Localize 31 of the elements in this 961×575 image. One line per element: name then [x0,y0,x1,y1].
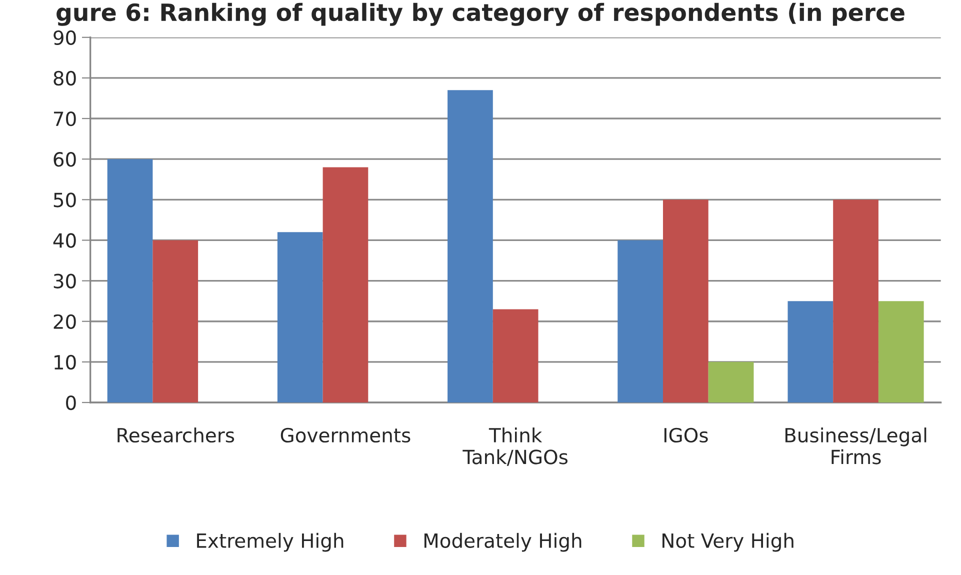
bar [152,240,198,402]
bar [788,301,834,402]
bar [833,200,878,402]
y-tick-label: 60 [54,152,76,167]
y-tick-label: 30 [54,274,76,288]
x-tick-label: Researchers [118,428,234,443]
x-tick-label: IGOs [664,428,708,443]
y-tick-label: 80 [54,70,76,86]
legend-label: Not Very High [662,532,794,552]
y-tick-label: 40 [53,233,76,248]
bar [662,200,708,402]
bar [107,159,153,402]
bar [878,301,924,402]
y-tick-label: 90 [54,30,76,46]
bar [277,232,323,402]
x-tick-label: Business/Legal Firms [785,428,926,464]
y-tick-label: 50 [54,192,76,208]
y-tick-label: 0 [66,395,76,410]
bar [708,362,754,402]
legend-label: Moderately High [424,532,582,552]
bar [448,90,493,402]
y-tick-label: 10 [54,354,76,370]
bar [618,240,663,402]
y-tick-label: 70 [54,111,76,126]
x-tick-label: Governments [280,428,410,443]
x-tick-label: Think Tank/NGOs [462,428,568,466]
chart-title: gure 6: Ranking of quality by category of respondents (in perce [56,2,904,26]
legend-label: Extremely High [197,532,344,552]
y-tick-label: 20 [54,314,76,330]
bar [322,167,368,402]
bar [492,309,538,402]
